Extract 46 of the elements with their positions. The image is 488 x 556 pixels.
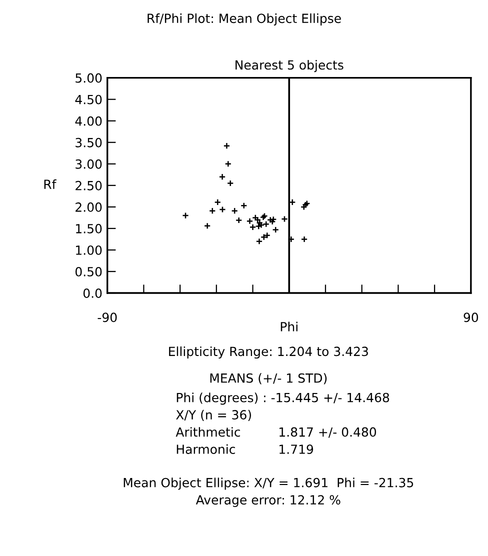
y-tick-label: 4.50 [75, 94, 102, 104]
point [182, 212, 189, 219]
point [300, 236, 308, 243]
chart-subtitle: Nearest 5 objects [236, 60, 344, 72]
point [235, 216, 242, 224]
x-axis-title: Phi [280, 322, 298, 332]
y-axis-title: Rf [44, 179, 56, 189]
point [214, 198, 222, 206]
y-tick-label: 1.50 [76, 224, 102, 234]
point [231, 207, 238, 214]
text: Average error: 12.12 % [196, 495, 340, 508]
point [224, 160, 232, 168]
point [249, 224, 256, 231]
point [288, 236, 295, 243]
y-tick-label: 2.50 [76, 180, 102, 190]
point [226, 180, 234, 187]
text: Harmonic [176, 444, 235, 454]
text: Mean Object Ellipse: X/Y = 1.691 Phi = -21.35 [124, 478, 414, 490]
point [223, 142, 230, 150]
point [264, 232, 271, 239]
y-tick-label: 5.00 [76, 73, 102, 83]
x-tick-label: 90 [464, 312, 478, 322]
text: Arithmetic [176, 427, 240, 437]
text: 1.817 +/- 0.480 [280, 427, 376, 438]
point [281, 216, 288, 222]
text: Ellipticity Range: 1.204 to 3.423 [169, 346, 368, 359]
point [272, 226, 280, 234]
y-tick-label: 1.00 [76, 245, 102, 255]
text: X/Y (n = 36) [176, 410, 251, 421]
text: 1.719 [280, 444, 314, 454]
point [204, 222, 211, 230]
point [208, 207, 216, 214]
y-tick-label: 2.00 [76, 202, 102, 212]
point [300, 204, 308, 210]
y-tick-label: 4.00 [75, 116, 102, 126]
text: MEANS (+/- 1 STD) [210, 373, 327, 384]
point [218, 173, 226, 180]
text: Phi (degrees) : -15.445 +/- 14.468 [176, 392, 390, 405]
point [240, 202, 248, 210]
x-tick-label: -90 [98, 312, 117, 322]
y-tick-label: 3.00 [76, 159, 102, 169]
y-tick-label: 3.50 [76, 138, 102, 148]
point [219, 206, 226, 213]
y-tick-label: 0.50 [75, 266, 102, 276]
y-tick-label: 0.0 [83, 288, 102, 298]
chart-title: Rf/Phi Plot: Mean Object Ellipse [148, 13, 341, 26]
